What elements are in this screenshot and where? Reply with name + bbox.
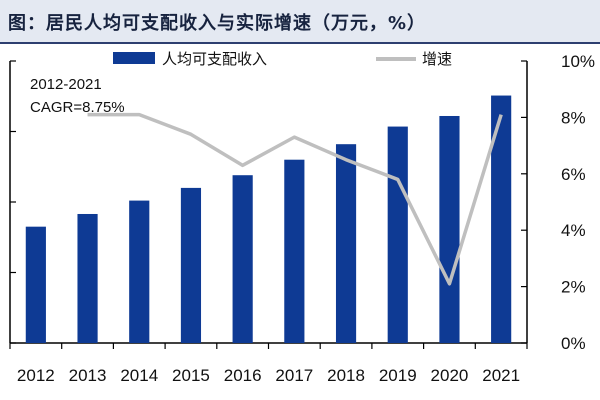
bar-2013 <box>77 213 98 343</box>
x-axis-tick-label: 2012 <box>17 366 55 385</box>
x-axis-tick-label: 2013 <box>69 366 107 385</box>
bar-series <box>25 95 512 344</box>
bar-2017 <box>284 159 305 343</box>
chart-title: 图：居民人均可支配收入与实际增速（万元，%） <box>8 13 427 34</box>
x-axis-tick-label: 2014 <box>120 366 158 385</box>
x-axis-tick-label: 2018 <box>327 366 365 385</box>
cagr-annotation-value: CAGR=8.75% <box>30 99 125 116</box>
bar-2020 <box>439 115 460 344</box>
x-axis-tick-label: 2017 <box>275 366 313 385</box>
bar-2021 <box>491 95 512 343</box>
line-series <box>87 112 503 286</box>
bar-2016 <box>232 175 253 343</box>
legend-label-line: 增速 <box>422 50 452 68</box>
right-axis-tick-label: 8% <box>561 108 586 127</box>
right-axis-tick-label: 10% <box>561 52 595 71</box>
x-axis-tick-label: 2021 <box>482 366 520 385</box>
right-axis-tick-label: 0% <box>561 334 586 353</box>
x-axis-tick-label: 2019 <box>379 366 417 385</box>
bar-2014 <box>129 200 150 343</box>
x-axis-tick-label: 2015 <box>172 366 210 385</box>
bar-2012 <box>25 226 46 343</box>
legend-swatch-bar <box>113 52 155 64</box>
chart: 2012 2013 2014 2015 2016 2017 2018 2019 2020 2021… <box>9 50 595 385</box>
chart-header: 图：居民人均可支配收入与实际增速（万元，%） <box>0 0 600 44</box>
bar-2015 <box>180 187 202 343</box>
x-axis-tick-label: 2016 <box>224 366 262 385</box>
bar-2019 <box>387 126 408 343</box>
cagr-annotation-period: 2012-2021 <box>30 76 102 93</box>
x-axis-tick-label: 2020 <box>431 366 469 385</box>
right-axis-tick-label: 6% <box>561 165 586 184</box>
legend: 人均可支配收入 增速 <box>113 50 452 68</box>
right-axis-ticks: 0% 2% 4% 6% 8% 10% <box>521 52 595 353</box>
right-axis-tick-label: 4% <box>561 221 586 240</box>
x-axis-ticks: 2012 2013 2014 2015 2016 2017 2018 2019 2020 2021 <box>9 343 528 385</box>
legend-label-bar: 人均可支配收入 <box>162 50 267 68</box>
bar-2018 <box>335 144 357 343</box>
right-axis-tick-label: 2% <box>561 278 586 297</box>
